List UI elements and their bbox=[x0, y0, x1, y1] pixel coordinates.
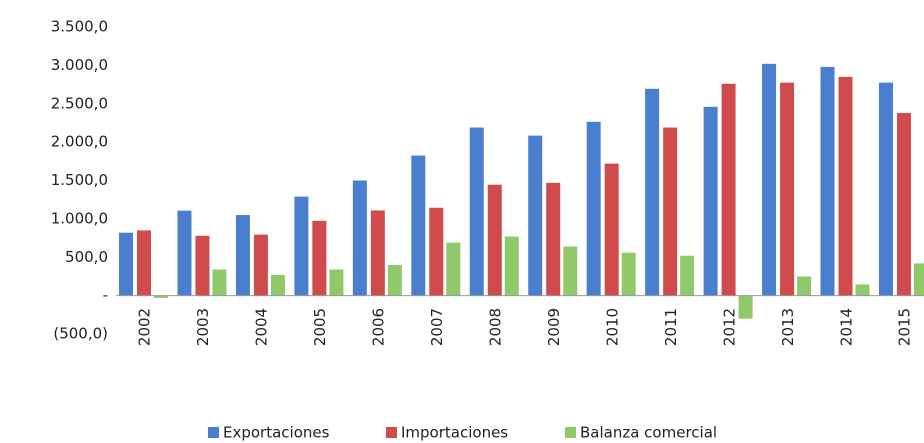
bar bbox=[738, 295, 753, 319]
bar bbox=[352, 180, 367, 296]
x-tick-label: 2005 bbox=[311, 308, 329, 346]
bar bbox=[137, 230, 151, 296]
bar bbox=[235, 215, 250, 296]
y-tick-label: 1.500,0 bbox=[51, 171, 108, 189]
x-tick-label: 2011 bbox=[662, 308, 680, 346]
y-tick-label: 2.000,0 bbox=[51, 133, 108, 151]
x-tick-label: 2010 bbox=[603, 308, 621, 346]
legend-swatch bbox=[208, 427, 219, 438]
x-tick-label: 2015 bbox=[896, 308, 914, 346]
legend-label: Exportaciones bbox=[223, 424, 330, 442]
bar bbox=[546, 182, 561, 296]
bar bbox=[663, 127, 678, 296]
bar bbox=[703, 106, 718, 296]
bar bbox=[586, 121, 601, 296]
y-tick-label: 2.500,0 bbox=[51, 94, 108, 112]
x-tick-label: 2004 bbox=[253, 308, 271, 346]
x-tick-label: 2013 bbox=[779, 308, 797, 346]
legend-swatch bbox=[565, 427, 576, 438]
bar bbox=[446, 242, 461, 296]
legend-swatch bbox=[386, 427, 397, 438]
y-tick-label: - bbox=[103, 286, 108, 304]
bar bbox=[604, 163, 619, 296]
x-tick-label: 2008 bbox=[486, 308, 504, 346]
bar bbox=[878, 82, 893, 296]
bar bbox=[329, 269, 344, 296]
bar bbox=[469, 127, 484, 296]
x-tick-label: 2014 bbox=[837, 308, 855, 346]
bar bbox=[797, 276, 812, 296]
bar bbox=[838, 76, 853, 296]
bar bbox=[913, 263, 924, 296]
bar bbox=[621, 252, 636, 296]
bar bbox=[563, 246, 578, 296]
x-tick-label: 2007 bbox=[428, 308, 446, 346]
bar bbox=[487, 184, 502, 296]
bar bbox=[387, 264, 402, 296]
legend-label: Importaciones bbox=[401, 424, 508, 442]
x-tick-label: 2002 bbox=[136, 308, 154, 346]
y-tick-label: 3.500,0 bbox=[51, 18, 108, 36]
bar bbox=[270, 274, 285, 296]
x-tick-label: 2012 bbox=[720, 308, 738, 346]
y-tick-label: 1.000,0 bbox=[51, 209, 108, 227]
bar bbox=[411, 155, 426, 296]
bar bbox=[429, 207, 444, 296]
bar bbox=[896, 112, 911, 296]
x-tick-label: 2009 bbox=[545, 308, 563, 346]
y-tick-label: 500,0 bbox=[65, 248, 108, 266]
legend-label: Balanza comercial bbox=[580, 424, 717, 442]
bar bbox=[780, 82, 795, 296]
bar bbox=[119, 232, 133, 296]
bar bbox=[645, 88, 660, 296]
y-tick-label: 3.000,0 bbox=[51, 56, 108, 74]
bar bbox=[855, 284, 870, 296]
x-tick-label: 2006 bbox=[370, 308, 388, 346]
bar bbox=[762, 63, 777, 296]
bar bbox=[680, 255, 695, 296]
bar bbox=[504, 236, 519, 296]
bar bbox=[212, 269, 227, 296]
bar bbox=[721, 83, 736, 296]
bar bbox=[154, 295, 168, 298]
bar bbox=[294, 196, 309, 296]
bar bbox=[253, 234, 268, 296]
bar bbox=[195, 235, 210, 296]
y-tick-label: (500,0) bbox=[53, 325, 108, 343]
bar bbox=[177, 210, 192, 296]
bar bbox=[370, 210, 385, 296]
x-tick-label: 2003 bbox=[194, 308, 212, 346]
bar bbox=[312, 220, 327, 296]
bar bbox=[820, 66, 835, 296]
bar bbox=[528, 135, 543, 296]
